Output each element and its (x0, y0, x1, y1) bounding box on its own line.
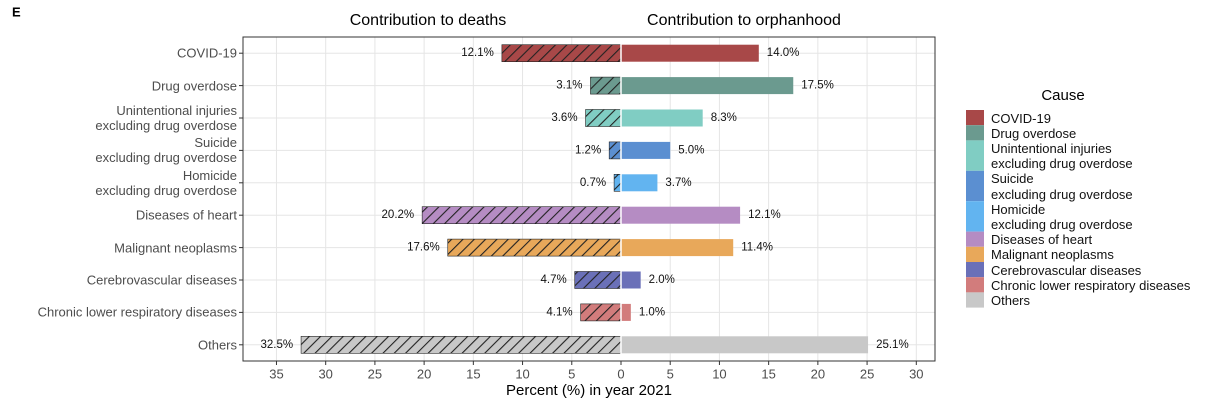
value-label: 12.1% (461, 47, 494, 59)
legend-swatch (966, 110, 984, 126)
legend-label: Diseases of heart (991, 232, 1093, 248)
value-label: 0.7% (580, 177, 606, 189)
x-tick-label: 10 (712, 366, 726, 381)
legend-swatch (966, 231, 984, 247)
value-label: 11.4% (741, 242, 773, 254)
x-tick-label: 15 (761, 366, 775, 381)
legend-swatch (966, 140, 984, 171)
bar (300, 335, 622, 354)
x-tick-label: 5 (667, 366, 674, 381)
legend-swatch (966, 246, 984, 262)
bar (620, 303, 631, 321)
bar (620, 206, 741, 224)
y-tick-label: Malignant neoplasms (114, 240, 237, 256)
value-label: 4.1% (546, 306, 572, 318)
value-label: 8.3% (711, 112, 737, 124)
y-tick-label: Unintentional injuries excluding drug ov… (95, 103, 237, 133)
x-tick-label: 35 (269, 366, 283, 381)
bar (620, 141, 671, 159)
bar (620, 336, 869, 354)
x-tick-label: 0 (617, 366, 624, 381)
y-tick-label: Suicide excluding drug overdose (95, 135, 237, 166)
y-tick-label: Homicide excluding drug overdose (95, 167, 237, 198)
value-label: 20.2% (382, 209, 415, 221)
x-tick-label: 25 (368, 366, 382, 381)
legend-label: COVID-19 (991, 110, 1051, 126)
bar (620, 271, 641, 289)
legend-title: Cause (1041, 87, 1084, 104)
bar (501, 44, 622, 63)
value-label: 17.5% (801, 80, 834, 92)
legend-swatch (966, 277, 984, 293)
bar (613, 174, 622, 192)
value-label: 2.0% (649, 274, 675, 286)
value-label: 14.0% (767, 47, 800, 59)
left-title: Contribution to deaths (350, 12, 507, 29)
x-tick-label: 25 (860, 366, 874, 381)
value-label: 4.7% (541, 274, 567, 286)
legend-label: Chronic lower respiratory diseases (991, 277, 1191, 293)
y-tick-label: Drug overdose (151, 78, 237, 94)
bar (620, 239, 734, 257)
y-tick-label: Cerebrovascular diseases (86, 272, 237, 288)
bar (620, 174, 658, 192)
y-tick-label: Diseases of heart (135, 207, 237, 223)
value-label: 25.1% (876, 339, 909, 351)
bar (574, 271, 622, 289)
x-tick-label: 15 (466, 366, 480, 381)
legend-swatch (966, 292, 984, 308)
x-tick-label: 30 (909, 366, 923, 381)
y-tick-label: Chronic lower respiratory diseases (37, 304, 237, 320)
value-label: 1.0% (639, 306, 665, 318)
bar (620, 77, 794, 95)
value-label: 17.6% (407, 242, 440, 254)
legend-swatch (966, 262, 984, 278)
bar (608, 141, 622, 160)
legend-label: Others (991, 292, 1031, 308)
legend-label: Homicide excluding drug overdose (991, 201, 1133, 232)
plot-border (242, 36, 936, 362)
value-label: 12.1% (748, 209, 781, 221)
panel-label: E (12, 4, 21, 19)
value-label: 1.2% (575, 144, 601, 156)
x-tick-label: 20 (417, 366, 431, 381)
legend-swatch (966, 201, 984, 232)
bar (580, 303, 622, 322)
x-tick-label: 30 (318, 366, 332, 381)
y-tick-label: Others (197, 337, 237, 353)
x-tick-label: 10 (515, 366, 529, 381)
value-label: 3.7% (665, 177, 691, 189)
legend-label: Suicide excluding drug overdose (991, 171, 1133, 202)
bar (585, 109, 622, 127)
legend-swatch (966, 170, 984, 202)
legend-label: Drug overdose (991, 125, 1077, 141)
legend-label: Unintentional injuries excluding drug ov… (991, 140, 1133, 172)
legend-label: Malignant neoplasms (991, 247, 1114, 263)
x-tick-label: 5 (568, 366, 575, 381)
bar (620, 109, 703, 127)
value-label: 3.6% (551, 112, 577, 124)
y-tick-label: COVID-19 (177, 45, 237, 61)
bar (447, 238, 622, 257)
value-label: 32.5% (260, 339, 293, 351)
bar (421, 206, 622, 224)
legend-swatch (966, 125, 984, 141)
legend-label: Cerebrovascular diseases (991, 262, 1142, 278)
value-label: 3.1% (556, 80, 582, 92)
bar (620, 44, 759, 62)
value-label: 5.0% (678, 144, 704, 156)
bar (590, 76, 622, 95)
x-axis-title: Percent (%) in year 2021 (506, 382, 672, 399)
right-title: Contribution to orphanhood (647, 12, 841, 29)
x-tick-label: 20 (811, 366, 825, 381)
